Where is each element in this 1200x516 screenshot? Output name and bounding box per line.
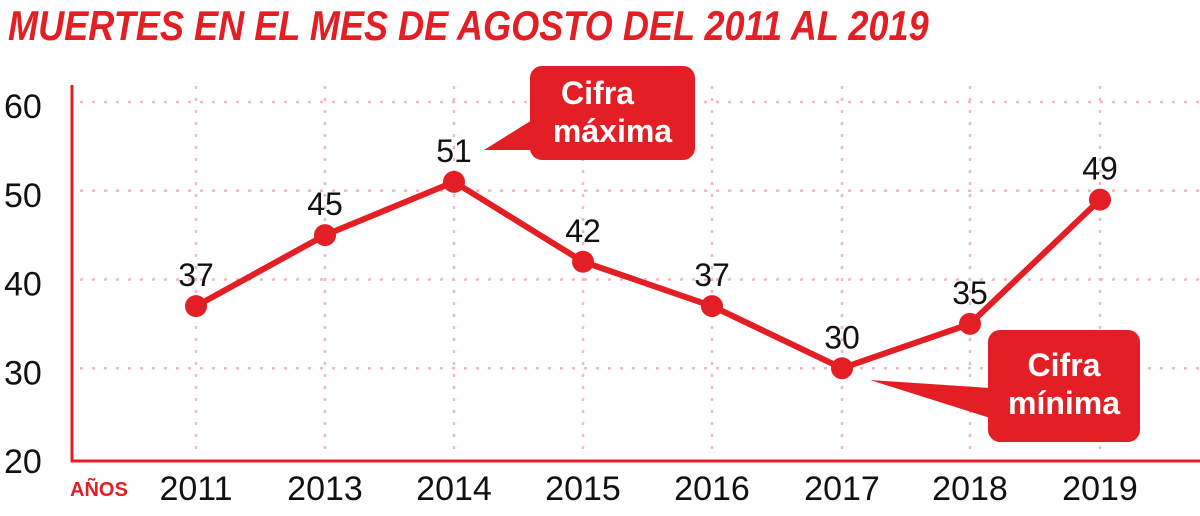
x-axis-label: AÑOS [70,478,128,501]
data-line [194,178,1103,372]
chart-title: MUERTES EN EL MES DE AGOSTO DEL 2011 AL … [8,2,929,49]
data-label: 45 [307,186,343,222]
x-tick-label: 2016 [674,470,750,508]
callout-box [988,330,1140,442]
data-label: 30 [824,319,860,355]
callout-box [530,66,695,160]
data-label: 42 [565,213,601,249]
callout-text: mínima [1008,385,1120,421]
data-label: 35 [952,275,988,311]
x-tick-label: 2014 [416,470,492,508]
data-label: 51 [436,133,472,169]
callout-pointer [484,120,532,150]
data-label: 49 [1082,151,1118,187]
x-tick-label: 2015 [545,470,621,508]
y-tick-label: 50 [4,177,42,215]
callout-text: Cifra [561,75,634,111]
data-point [959,312,981,335]
callout-text: Cifra [1028,347,1101,383]
data-point [701,295,723,318]
callout-text: máxima [553,113,672,149]
x-tick-label: 2019 [1062,470,1138,508]
x-tick-label: 2013 [287,470,363,508]
y-tick-label: 20 [4,443,42,481]
callout-pointer [870,380,990,418]
y-tick-label: 40 [4,266,42,304]
data-point [314,224,336,247]
data-point [185,295,207,318]
data-point [1089,188,1111,211]
x-tick-label: 2017 [804,470,880,508]
x-tick-label: 2011 [159,470,232,508]
y-tick-label: 30 [4,354,42,392]
data-point [831,357,853,380]
data-label: 37 [178,257,214,293]
data-label: 37 [694,257,730,293]
data-point [443,170,465,193]
data-point [572,250,594,273]
y-tick-label: 60 [4,88,42,126]
x-tick-label: 2018 [932,470,1008,508]
